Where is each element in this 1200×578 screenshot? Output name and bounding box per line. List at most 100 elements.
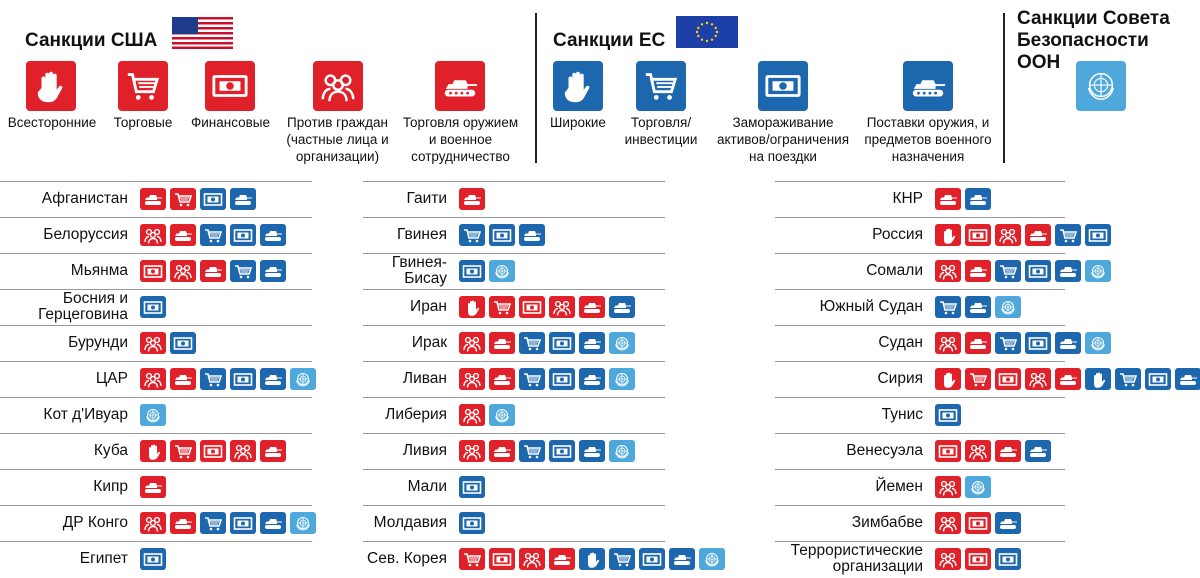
people-icon xyxy=(140,332,166,354)
row-divider xyxy=(775,217,1065,218)
tank-icon xyxy=(260,440,286,462)
sanction-icons xyxy=(140,512,316,534)
cart-icon xyxy=(636,61,686,111)
sanction-icons xyxy=(935,332,1111,354)
eu-category-label: Широкие xyxy=(550,115,606,130)
country-row: Босния и Герцеговина xyxy=(0,289,312,325)
sanction-icons xyxy=(459,476,485,498)
country-row: Бурунди xyxy=(0,325,312,361)
sanction-icons xyxy=(140,296,166,318)
cart-icon xyxy=(1115,368,1141,390)
country-row: Южный Судан xyxy=(775,289,1065,325)
row-divider xyxy=(363,325,665,326)
tank-icon xyxy=(579,440,605,462)
money-icon xyxy=(200,188,226,210)
sanction-icons xyxy=(935,260,1111,282)
un-emblem-icon xyxy=(290,512,316,534)
cart-icon xyxy=(200,224,226,246)
sanction-icons xyxy=(459,404,515,426)
money-icon xyxy=(1085,224,1111,246)
country-name: Южный Судан xyxy=(819,298,923,315)
country-name: Гвинея-Бисау xyxy=(391,254,447,287)
country-name: Мали xyxy=(407,478,447,495)
country-row: Египет xyxy=(0,541,312,577)
people-icon xyxy=(935,260,961,282)
money-icon xyxy=(459,512,485,534)
tank-icon xyxy=(489,440,515,462)
row-divider xyxy=(363,253,665,254)
money-icon xyxy=(519,296,545,318)
un-emblem-icon xyxy=(489,404,515,426)
people-icon xyxy=(549,296,575,318)
tank-icon xyxy=(1055,368,1081,390)
tank-icon xyxy=(903,61,953,111)
row-divider xyxy=(775,541,1065,542)
cart-icon xyxy=(459,224,485,246)
sanction-icons xyxy=(459,224,545,246)
people-icon xyxy=(935,332,961,354)
money-icon xyxy=(758,61,808,111)
people-icon xyxy=(519,548,545,570)
country-row: Россия xyxy=(775,217,1111,253)
tank-icon xyxy=(995,512,1021,534)
money-icon xyxy=(965,548,991,570)
country-name: Гвинея xyxy=(397,226,447,243)
people-icon xyxy=(140,368,166,390)
people-icon xyxy=(459,404,485,426)
people-icon xyxy=(459,440,485,462)
country-name: Афганистан xyxy=(41,190,128,207)
un-sanctions-title: Санкции Совета Безопасности ООН xyxy=(1017,8,1170,73)
tank-icon xyxy=(965,188,991,210)
sanction-icons xyxy=(459,548,725,570)
row-divider xyxy=(775,325,1065,326)
money-icon xyxy=(995,548,1021,570)
country-row: ЦАР xyxy=(0,361,316,397)
eu-flag-icon xyxy=(676,16,738,48)
money-icon xyxy=(489,548,515,570)
sanction-icons xyxy=(935,476,991,498)
country-row: Сомали xyxy=(775,253,1111,289)
us-category-label: Против граждан (частные лица и организац… xyxy=(286,115,389,164)
people-icon xyxy=(170,260,196,282)
country-name: Судан xyxy=(878,334,923,351)
hand-icon xyxy=(459,296,485,318)
country-name: Ирак xyxy=(411,334,447,351)
country-name: Россия xyxy=(872,226,923,243)
cart-icon xyxy=(935,296,961,318)
country-row: Судан xyxy=(775,325,1111,361)
hand-icon xyxy=(26,61,76,111)
country-name: Либерия xyxy=(385,406,447,423)
money-icon xyxy=(459,260,485,282)
un-emblem-icon xyxy=(609,332,635,354)
tank-icon xyxy=(669,548,695,570)
people-icon xyxy=(935,512,961,534)
people-icon xyxy=(140,512,166,534)
country-name: Куба xyxy=(93,442,128,459)
cart-icon xyxy=(230,260,256,282)
tank-icon xyxy=(170,512,196,534)
tank-icon xyxy=(1025,440,1051,462)
row-divider xyxy=(0,217,312,218)
tank-icon xyxy=(260,224,286,246)
country-name: Белоруссия xyxy=(43,226,128,243)
country-row: ДР Конго xyxy=(0,505,316,541)
country-name: Мьянма xyxy=(70,262,128,279)
sanction-icons xyxy=(935,188,991,210)
country-name: Босния и Герцеговина xyxy=(38,290,128,323)
row-divider xyxy=(0,181,312,182)
us-category-label: Финансовые xyxy=(190,115,271,130)
eu-sanctions-title: Санкции ЕС xyxy=(553,30,666,51)
money-icon xyxy=(1025,332,1051,354)
money-icon xyxy=(935,440,961,462)
tank-icon xyxy=(519,224,545,246)
cart-icon xyxy=(200,512,226,534)
tank-icon xyxy=(200,260,226,282)
row-divider xyxy=(363,181,665,182)
un-emblem-icon xyxy=(290,368,316,390)
tank-icon xyxy=(489,332,515,354)
sanction-icons xyxy=(140,224,286,246)
money-icon xyxy=(489,224,515,246)
row-divider xyxy=(775,505,1065,506)
tank-icon xyxy=(435,61,485,111)
country-row: Молдавия xyxy=(363,505,665,541)
